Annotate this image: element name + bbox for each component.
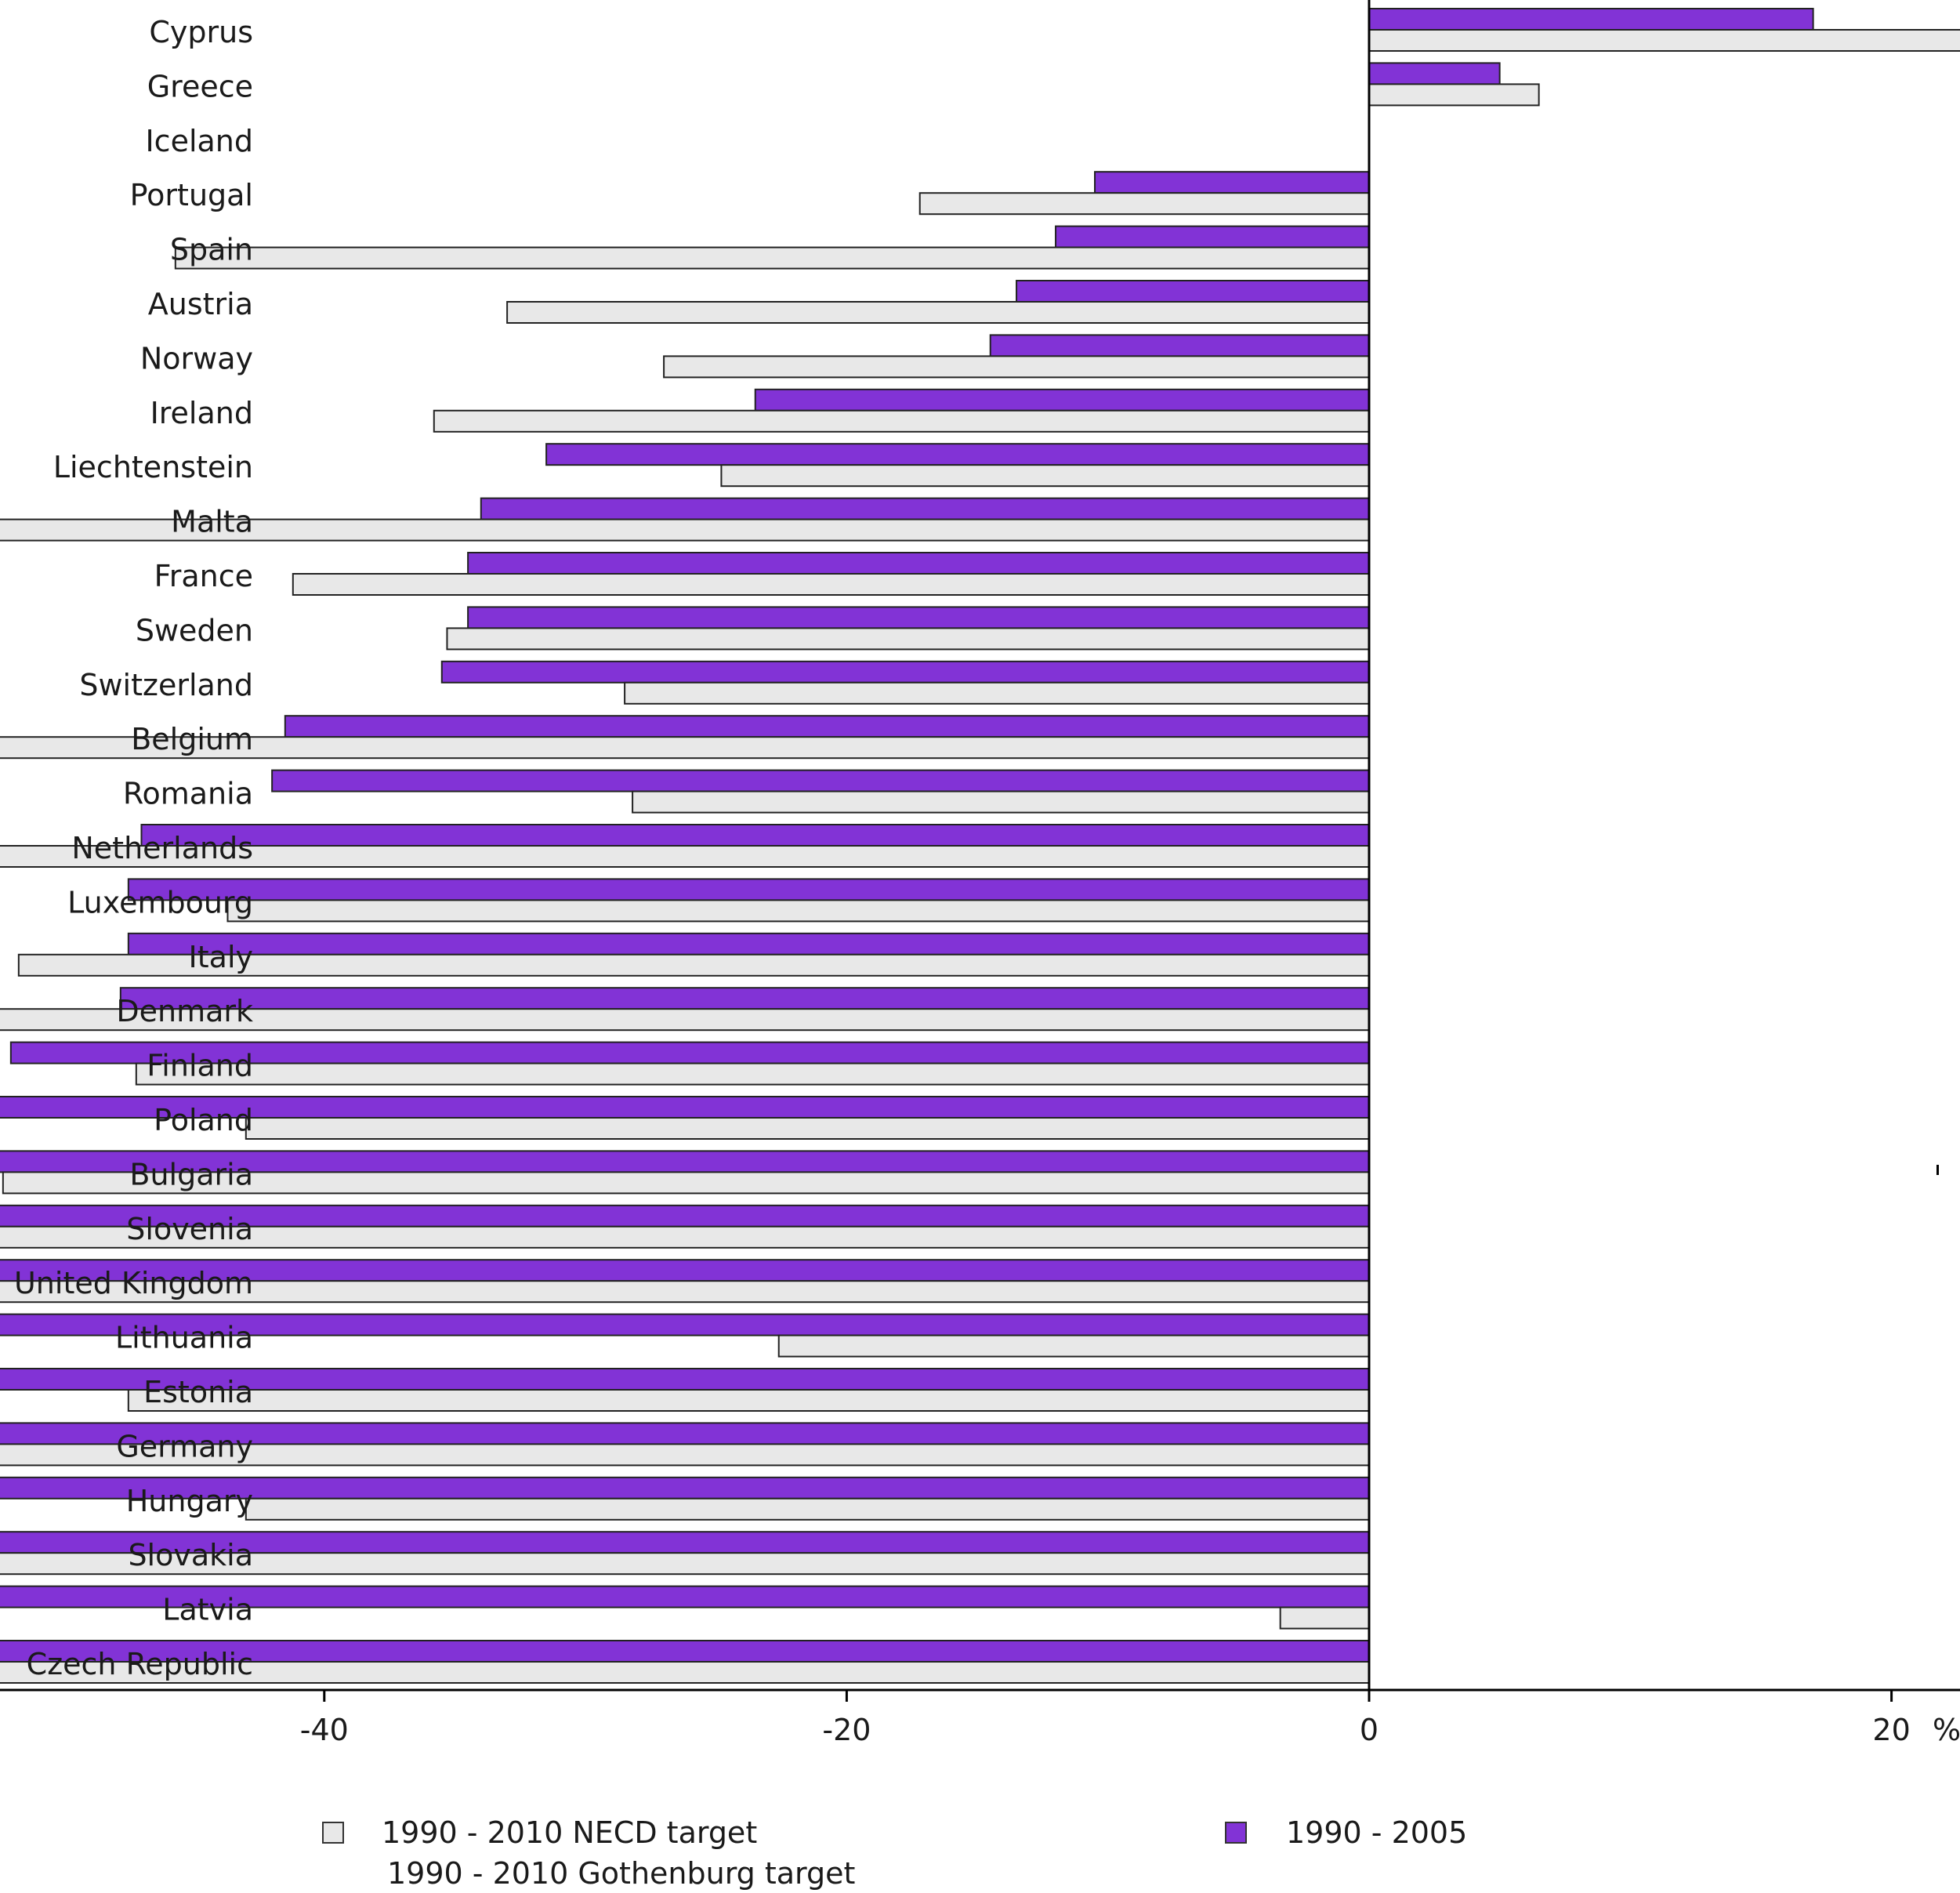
category-label: Norway: [140, 341, 253, 375]
category-label: Austria: [148, 287, 253, 321]
bar-1990-2005: [1016, 280, 1371, 303]
bar-necd-target: [918, 192, 1370, 216]
bar-necd-target: [127, 1389, 1371, 1412]
bar-1990-2005: [754, 388, 1370, 412]
category-label: Slovakia: [128, 1538, 253, 1572]
category-label: Sweden: [136, 613, 253, 647]
bar-necd-target: [446, 627, 1370, 651]
bar-1990-2005: [1368, 8, 1814, 31]
bar-1990-2005: [0, 1096, 1370, 1119]
bar-necd-target: [433, 409, 1370, 433]
bar-necd-target: [632, 790, 1370, 814]
bar-necd-target: [506, 301, 1370, 324]
bar-1990-2005: [989, 334, 1370, 357]
axis-unit-label: %: [1933, 1713, 1960, 1747]
x-axis: -80-60-40-2002040: [0, 1688, 1960, 1747]
category-label: Luxembourg: [67, 885, 253, 919]
category-label: Latvia: [162, 1593, 253, 1627]
bar-necd-target: [245, 1117, 1370, 1140]
bars-group: [0, 8, 1960, 1684]
bar-1990-2005: [140, 824, 1371, 847]
bar-necd-target: [1368, 29, 1960, 52]
bar-1990-2005: [545, 443, 1370, 466]
bar-necd-target: [226, 899, 1370, 923]
category-label: United Kingdom: [14, 1266, 253, 1300]
category-label: Czech Republic: [27, 1647, 253, 1681]
category-label: Spain: [170, 233, 253, 267]
bar-necd-target: [663, 355, 1370, 379]
bar-necd-target: [0, 1008, 1370, 1032]
bar-necd-target: [0, 736, 1371, 760]
x-tick-label: -20: [822, 1713, 871, 1747]
category-label: Slovenia: [126, 1212, 253, 1246]
category-label: Liechtenstein: [53, 450, 253, 484]
bar-1990-2005: [127, 932, 1371, 956]
category-label: Netherlands: [71, 831, 253, 865]
bar-1990-2005: [440, 660, 1370, 684]
bar-necd-target: [1279, 1606, 1370, 1630]
bar-1990-2005: [1368, 62, 1501, 85]
category-label: Portugal: [130, 178, 253, 212]
category-label: Finland: [147, 1049, 253, 1083]
category-label: France: [154, 559, 253, 593]
bar-1990-2005: [0, 1476, 1370, 1500]
category-label: Ireland: [150, 396, 253, 430]
bar-necd-target: [624, 681, 1370, 705]
x-tick-label: -40: [300, 1713, 349, 1747]
bar-1990-2005: [1094, 171, 1371, 194]
bar-1990-2005: [480, 497, 1370, 520]
bar-necd-target: [720, 464, 1370, 488]
category-label: Romania: [123, 777, 253, 811]
category-label: Poland: [154, 1103, 253, 1137]
category-label: Italy: [189, 940, 253, 974]
bar-1990-2005: [0, 1259, 1370, 1282]
category-labels: Cyprus Greece Iceland Portugal Spain Austria N…: [14, 15, 253, 1681]
category-label: Greece: [147, 69, 253, 103]
bar-necd-target: [135, 1062, 1371, 1086]
bar-necd-target: [0, 1552, 1371, 1576]
category-label: Belgium: [131, 722, 253, 756]
bar-1990-2005: [467, 552, 1370, 575]
bar-1990-2005: [127, 878, 1371, 901]
bar-1990-2005: [284, 715, 1370, 738]
category-label: Lithuania: [115, 1321, 253, 1355]
x-tick-label: 0: [1360, 1713, 1379, 1747]
bar-necd-target: [174, 246, 1371, 270]
bar-necd-target: [292, 573, 1371, 596]
category-label: Malta: [171, 505, 253, 539]
bar-1990-2005: [467, 606, 1370, 629]
stray-tick-mark: [1936, 1165, 1939, 1175]
x-tick-label: 20: [1872, 1713, 1910, 1747]
bar-necd-target: [17, 953, 1371, 977]
category-label: Estonia: [143, 1375, 253, 1409]
category-label: Denmark: [116, 994, 253, 1028]
bar-necd-target: [0, 1225, 1371, 1249]
bar-necd-target: [777, 1334, 1370, 1358]
category-label: Cyprus: [149, 15, 253, 49]
bar-necd-target: [2, 1171, 1371, 1195]
category-label: Switzerland: [79, 668, 253, 702]
category-label: Germany: [116, 1429, 253, 1463]
bar-1990-2005: [271, 769, 1370, 792]
bar-necd-target: [245, 1497, 1370, 1521]
bar-1990-2005: [1055, 225, 1371, 248]
bar-necd-target: [1368, 83, 1540, 107]
category-label: Iceland: [145, 124, 253, 158]
bar-1990-2005: [119, 987, 1370, 1010]
category-label: Bulgaria: [129, 1157, 253, 1191]
category-label: Hungary: [126, 1484, 253, 1518]
